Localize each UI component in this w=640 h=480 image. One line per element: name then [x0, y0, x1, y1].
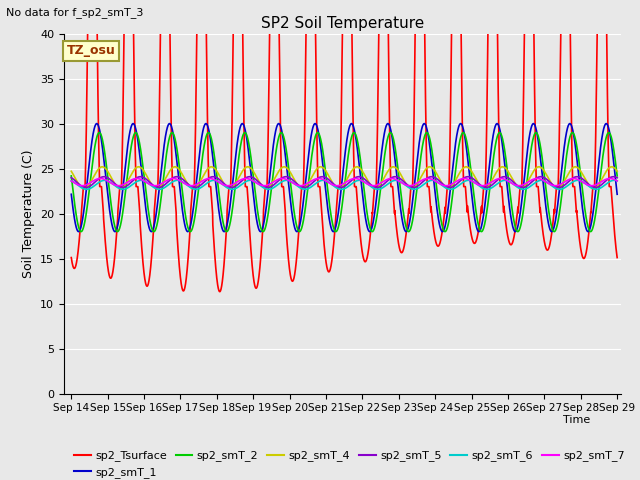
sp2_smT_6 [592, 186, 600, 192]
sp2_Tsurface [216, 289, 223, 295]
Legend: sp2_Tsurface, sp2_smT_1, sp2_smT_2, sp2_smT_4, sp2_smT_5, sp2_smT_6, sp2_smT_7: sp2_Tsurface, sp2_smT_1, sp2_smT_2, sp2_… [70, 446, 629, 480]
sp2_smT_5 [191, 185, 199, 191]
sp2_smT_2 [498, 132, 506, 138]
sp2_smT_4 [166, 168, 173, 174]
sp2_smT_1 [67, 192, 75, 197]
Title: SP2 Soil Temperature: SP2 Soil Temperature [260, 16, 424, 31]
sp2_smT_2 [324, 188, 332, 193]
sp2_smT_6 [613, 178, 621, 184]
sp2_Tsurface [166, 12, 173, 18]
Text: TZ_osu: TZ_osu [67, 44, 116, 58]
sp2_Tsurface [84, 12, 92, 18]
sp2_smT_4 [324, 171, 332, 177]
sp2_smT_7 [436, 181, 444, 187]
sp2_smT_5 [498, 174, 506, 180]
sp2_smT_6 [324, 179, 332, 184]
sp2_smT_1 [384, 121, 392, 127]
sp2_Tsurface [324, 268, 332, 274]
sp2_smT_7 [613, 178, 621, 184]
sp2_smT_5 [613, 175, 621, 180]
sp2_smT_6 [67, 178, 75, 184]
sp2_Tsurface [467, 228, 474, 234]
sp2_smT_7 [498, 176, 506, 181]
Line: sp2_smT_2: sp2_smT_2 [71, 132, 617, 231]
sp2_smT_7 [467, 178, 474, 183]
sp2_smT_7 [613, 178, 621, 183]
sp2_smT_2 [613, 173, 621, 179]
Line: sp2_Tsurface: sp2_Tsurface [71, 15, 617, 292]
sp2_smT_5 [436, 179, 444, 185]
sp2_smT_5 [467, 174, 474, 180]
sp2_smT_1 [613, 192, 621, 197]
sp2_smT_6 [436, 181, 444, 187]
sp2_smT_6 [613, 178, 621, 183]
sp2_smT_1 [613, 187, 621, 192]
sp2_smT_5 [173, 174, 180, 180]
sp2_smT_5 [613, 175, 621, 180]
sp2_Tsurface [498, 184, 506, 190]
sp2_smT_7 [278, 176, 286, 181]
sp2_smT_6 [166, 181, 173, 187]
sp2_smT_1 [498, 137, 506, 143]
sp2_smT_2 [436, 213, 444, 218]
sp2_smT_2 [467, 163, 474, 169]
sp2_smT_2 [477, 228, 485, 234]
sp2_smT_2 [496, 130, 504, 135]
sp2_smT_7 [166, 176, 173, 182]
sp2_Tsurface [67, 255, 75, 261]
sp2_smT_1 [403, 228, 410, 234]
sp2_smT_4 [613, 168, 621, 173]
sp2_smT_4 [436, 177, 444, 183]
sp2_smT_1 [436, 226, 444, 231]
Line: sp2_smT_4: sp2_smT_4 [71, 167, 617, 188]
sp2_smT_5 [67, 175, 75, 180]
Y-axis label: Soil Temperature (C): Soil Temperature (C) [22, 149, 35, 278]
sp2_Tsurface [613, 255, 621, 261]
sp2_smT_5 [324, 176, 332, 182]
sp2_smT_6 [497, 178, 505, 184]
sp2_Tsurface [613, 251, 621, 257]
sp2_smT_4 [497, 164, 505, 170]
sp2_smT_2 [613, 169, 621, 175]
sp2_smT_7 [297, 183, 305, 189]
sp2_smT_2 [166, 135, 173, 141]
Text: No data for f_sp2_smT_3: No data for f_sp2_smT_3 [6, 7, 144, 18]
sp2_smT_1 [166, 121, 173, 127]
Line: sp2_smT_7: sp2_smT_7 [71, 179, 617, 186]
sp2_smT_5 [166, 178, 173, 183]
sp2_smT_4 [613, 168, 621, 174]
sp2_smT_2 [67, 173, 75, 179]
sp2_smT_4 [517, 185, 525, 191]
sp2_smT_1 [467, 183, 474, 189]
sp2_smT_4 [467, 167, 474, 172]
sp2_Tsurface [436, 238, 444, 244]
Line: sp2_smT_5: sp2_smT_5 [71, 177, 617, 188]
Line: sp2_smT_6: sp2_smT_6 [71, 180, 617, 189]
sp2_smT_7 [67, 178, 75, 184]
sp2_smT_7 [324, 180, 332, 185]
sp2_smT_4 [67, 168, 75, 174]
sp2_smT_4 [499, 164, 506, 170]
sp2_smT_6 [574, 178, 582, 183]
sp2_smT_6 [467, 178, 474, 183]
sp2_smT_1 [324, 205, 332, 211]
X-axis label: Time: Time [563, 415, 590, 425]
Line: sp2_smT_1: sp2_smT_1 [71, 124, 617, 231]
